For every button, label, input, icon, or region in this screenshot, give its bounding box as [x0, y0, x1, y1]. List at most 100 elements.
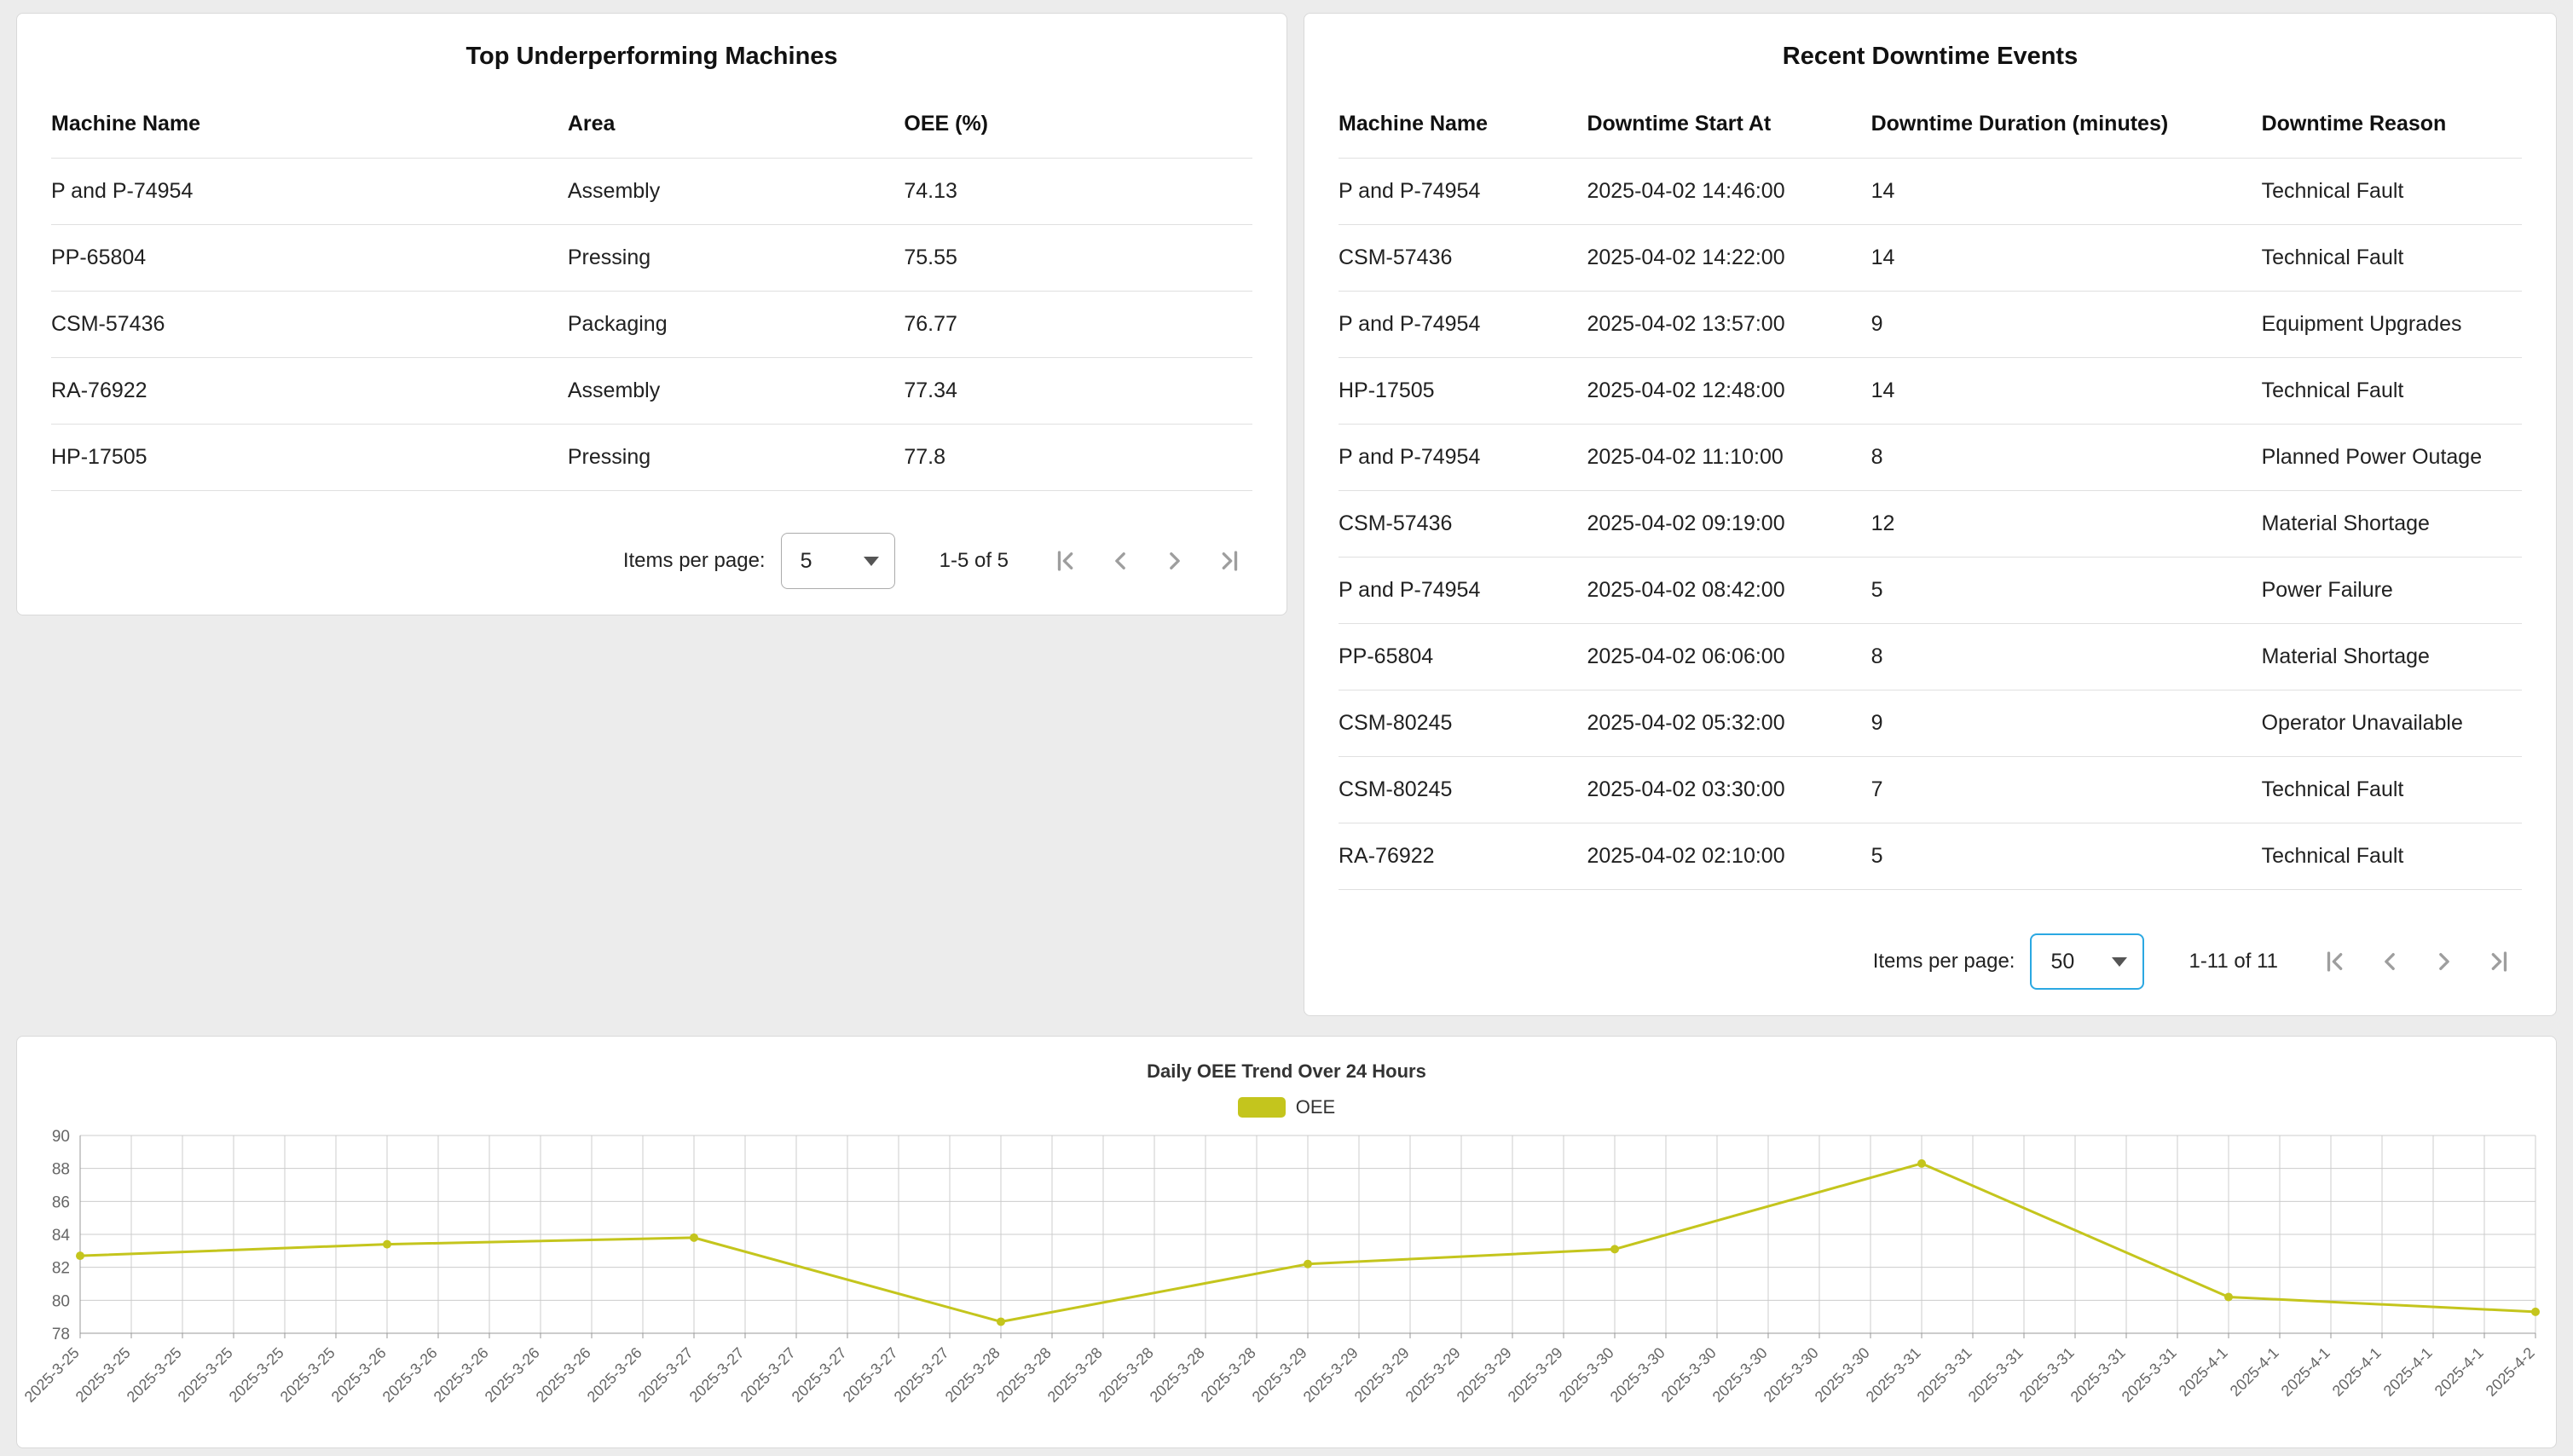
table-cell: 9 [1870, 291, 2262, 358]
first-page-icon [2327, 951, 2343, 972]
page-range-label: 1-11 of 11 [2188, 950, 2278, 973]
column-header: Machine Name [1339, 91, 1587, 159]
x-axis-label: 2025-4-1 [2278, 1344, 2333, 1400]
underperforming-pagination: Items per page: 5 1-5 of 5 [623, 533, 1249, 589]
table-cell: 8 [1870, 623, 2262, 690]
table-cell: 77.34 [904, 357, 1252, 425]
next-page-button[interactable] [1155, 541, 1194, 581]
x-axis-label: 2025-3-29 [1454, 1344, 1515, 1406]
x-axis-label: 2025-3-29 [1402, 1344, 1464, 1406]
table-cell: 9 [1870, 690, 2262, 757]
x-axis-label: 2025-3-31 [2016, 1344, 2078, 1406]
x-axis-label: 2025-3-25 [21, 1344, 83, 1406]
table-cell: Power Failure [2261, 557, 2522, 624]
items-per-page-value: 5 [800, 548, 812, 573]
table-cell: Pressing [567, 424, 905, 491]
data-point-marker[interactable] [76, 1251, 84, 1261]
previous-page-button[interactable] [1101, 541, 1140, 581]
column-header: Downtime Duration (minutes) [1870, 91, 2262, 159]
first-page-button[interactable] [1046, 541, 1085, 581]
x-axis-label: 2025-4-1 [2380, 1344, 2436, 1400]
table-cell: CSM-57436 [1339, 490, 1587, 558]
table-row: CSM-57436 2025-04-02 14:22:00 14 Technical … [1339, 224, 2522, 292]
column-header: OEE (%) [904, 91, 1252, 159]
x-axis-label: 2025-4-1 [2176, 1344, 2231, 1400]
legend-label: OEE [1295, 1096, 1336, 1118]
items-per-page-label: Items per page: [622, 549, 766, 572]
data-point-marker[interactable] [997, 1317, 1005, 1326]
table-cell: 5 [1870, 557, 2262, 624]
first-page-button[interactable] [2316, 942, 2355, 981]
x-axis-label: 2025-3-31 [1965, 1344, 2027, 1406]
data-point-marker[interactable] [1917, 1158, 1926, 1168]
table-cell: 77.8 [904, 424, 1252, 491]
table-row: P and P-74954 2025-04-02 11:10:00 8 Planned… [1339, 424, 2522, 491]
last-page-button[interactable] [2479, 942, 2518, 981]
x-axis-label: 2025-3-25 [175, 1344, 236, 1406]
x-axis-label: 2025-3-30 [1761, 1344, 1822, 1406]
downtime-table: Machine Name Downtime Start At Downtime Du… [1339, 91, 2522, 890]
page-range-label: 1-5 of 5 [939, 549, 1009, 572]
x-axis-label: 2025-3-27 [840, 1344, 901, 1406]
table-cell: Assembly [567, 158, 905, 225]
items-per-page-label: Items per page: [1872, 950, 2015, 973]
x-axis-label: 2025-4-1 [2329, 1344, 2385, 1400]
page-nav [1046, 541, 1249, 581]
x-axis-label: 2025-4-2 [2483, 1344, 2538, 1400]
data-point-marker[interactable] [1610, 1245, 1619, 1254]
x-axis-label: 2025-4-1 [2227, 1344, 2282, 1400]
x-axis-label: 2025-3-25 [72, 1344, 134, 1406]
table-body: P and P-74954 Assembly 74.13 PP-65804 Pressi… [51, 158, 1252, 491]
next-page-button[interactable] [2425, 942, 2464, 981]
table-row: CSM-80245 2025-04-02 03:30:00 7 Technical F… [1339, 756, 2522, 823]
x-axis-label: 2025-3-28 [1044, 1344, 1106, 1406]
x-axis-label: 2025-3-26 [328, 1344, 390, 1406]
table-row: RA-76922 2025-04-02 02:10:00 5 Technical Fa… [1339, 823, 2522, 890]
table-cell: 2025-04-02 05:32:00 [1587, 690, 1871, 757]
chart-legend[interactable]: OEE [17, 1096, 2556, 1118]
table-cell: 2025-04-02 11:10:00 [1587, 424, 1871, 491]
table-cell: 76.77 [904, 291, 1252, 358]
data-point-marker[interactable] [1304, 1259, 1312, 1268]
x-axis-label: 2025-3-28 [1147, 1344, 1208, 1406]
table-cell: Equipment Upgrades [2261, 291, 2522, 358]
table-cell: 2025-04-02 14:46:00 [1587, 158, 1871, 225]
data-point-marker[interactable] [690, 1233, 698, 1242]
previous-page-button[interactable] [2370, 942, 2409, 981]
table-row: P and P-74954 2025-04-02 08:42:00 5 Power F… [1339, 557, 2522, 624]
items-per-page-select-downtime[interactable]: 50 [2030, 933, 2145, 990]
x-axis-label: 2025-3-26 [533, 1344, 594, 1406]
data-point-marker[interactable] [2224, 1292, 2233, 1302]
x-axis-label: 2025-4-1 [2431, 1344, 2487, 1400]
x-axis-label: 2025-3-28 [942, 1344, 1003, 1406]
x-axis-label: 2025-3-28 [1198, 1344, 1259, 1406]
items-per-page-select-underperforming[interactable]: 5 [780, 533, 895, 589]
chart-title: Daily OEE Trend Over 24 Hours [1147, 1060, 1426, 1082]
table-cell: 7 [1870, 756, 2262, 823]
x-axis-label: 2025-3-31 [2067, 1344, 2129, 1406]
items-per-page-value: 50 [2050, 949, 2075, 974]
table-cell: Material Shortage [2261, 490, 2522, 558]
y-axis-label: 78 [52, 1326, 70, 1343]
table-body: P and P-74954 2025-04-02 14:46:00 14 Techni… [1339, 158, 2522, 890]
table-cell: RA-76922 [51, 357, 568, 425]
data-point-marker[interactable] [2531, 1307, 2540, 1316]
x-axis-label: 2025-3-31 [1914, 1344, 1975, 1406]
table-cell: 2025-04-02 03:30:00 [1587, 756, 1871, 823]
underperforming-machines-panel: Top Underperforming Machines Machine Nam… [16, 13, 1287, 615]
data-point-marker[interactable] [383, 1239, 391, 1249]
table-cell: 8 [1870, 424, 2262, 491]
table-cell: CSM-80245 [1339, 756, 1587, 823]
table-cell: P and P-74954 [1339, 424, 1587, 491]
chevron-down-icon [2112, 956, 2128, 967]
table-row: PP-65804 Pressing 75.55 [51, 224, 1252, 292]
x-axis-label: 2025-3-30 [1658, 1344, 1720, 1406]
column-header: Downtime Start At [1587, 91, 1871, 159]
table-cell: Assembly [567, 357, 905, 425]
table-cell: HP-17505 [51, 424, 568, 491]
x-axis-label: 2025-3-30 [1709, 1344, 1771, 1406]
table-row: CSM-57436 2025-04-02 09:19:00 12 Material S… [1339, 490, 2522, 558]
last-page-button[interactable] [1210, 541, 1249, 581]
table-cell: P and P-74954 [1339, 158, 1587, 225]
table-cell: Technical Fault [2261, 823, 2522, 890]
